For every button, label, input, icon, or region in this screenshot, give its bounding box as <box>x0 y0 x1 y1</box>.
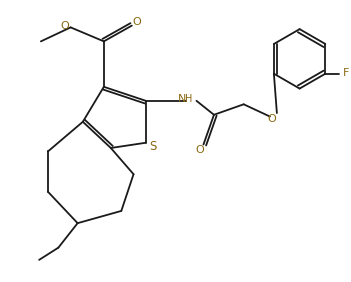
Text: O: O <box>60 21 69 31</box>
Text: O: O <box>133 17 141 27</box>
Text: H: H <box>185 94 192 104</box>
Text: S: S <box>149 140 157 153</box>
Text: O: O <box>267 114 276 124</box>
Text: O: O <box>195 145 204 155</box>
Text: N: N <box>178 94 187 104</box>
Text: F: F <box>343 68 350 78</box>
